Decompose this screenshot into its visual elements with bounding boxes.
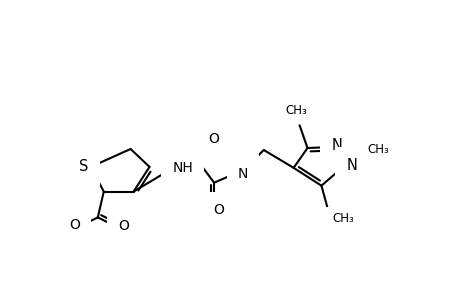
Text: S: S	[79, 159, 89, 174]
Text: O: O	[208, 132, 219, 146]
Text: CH₃: CH₃	[332, 212, 353, 225]
Text: CH₃: CH₃	[366, 142, 388, 155]
Text: H: H	[237, 159, 247, 173]
Text: N: N	[331, 137, 342, 152]
Text: CH₃: CH₃	[285, 104, 307, 117]
Text: N: N	[346, 158, 357, 173]
Text: NH: NH	[172, 161, 193, 175]
Text: O: O	[69, 218, 80, 232]
Text: O: O	[118, 219, 129, 233]
Text: O: O	[213, 203, 224, 218]
Text: N: N	[237, 167, 247, 181]
